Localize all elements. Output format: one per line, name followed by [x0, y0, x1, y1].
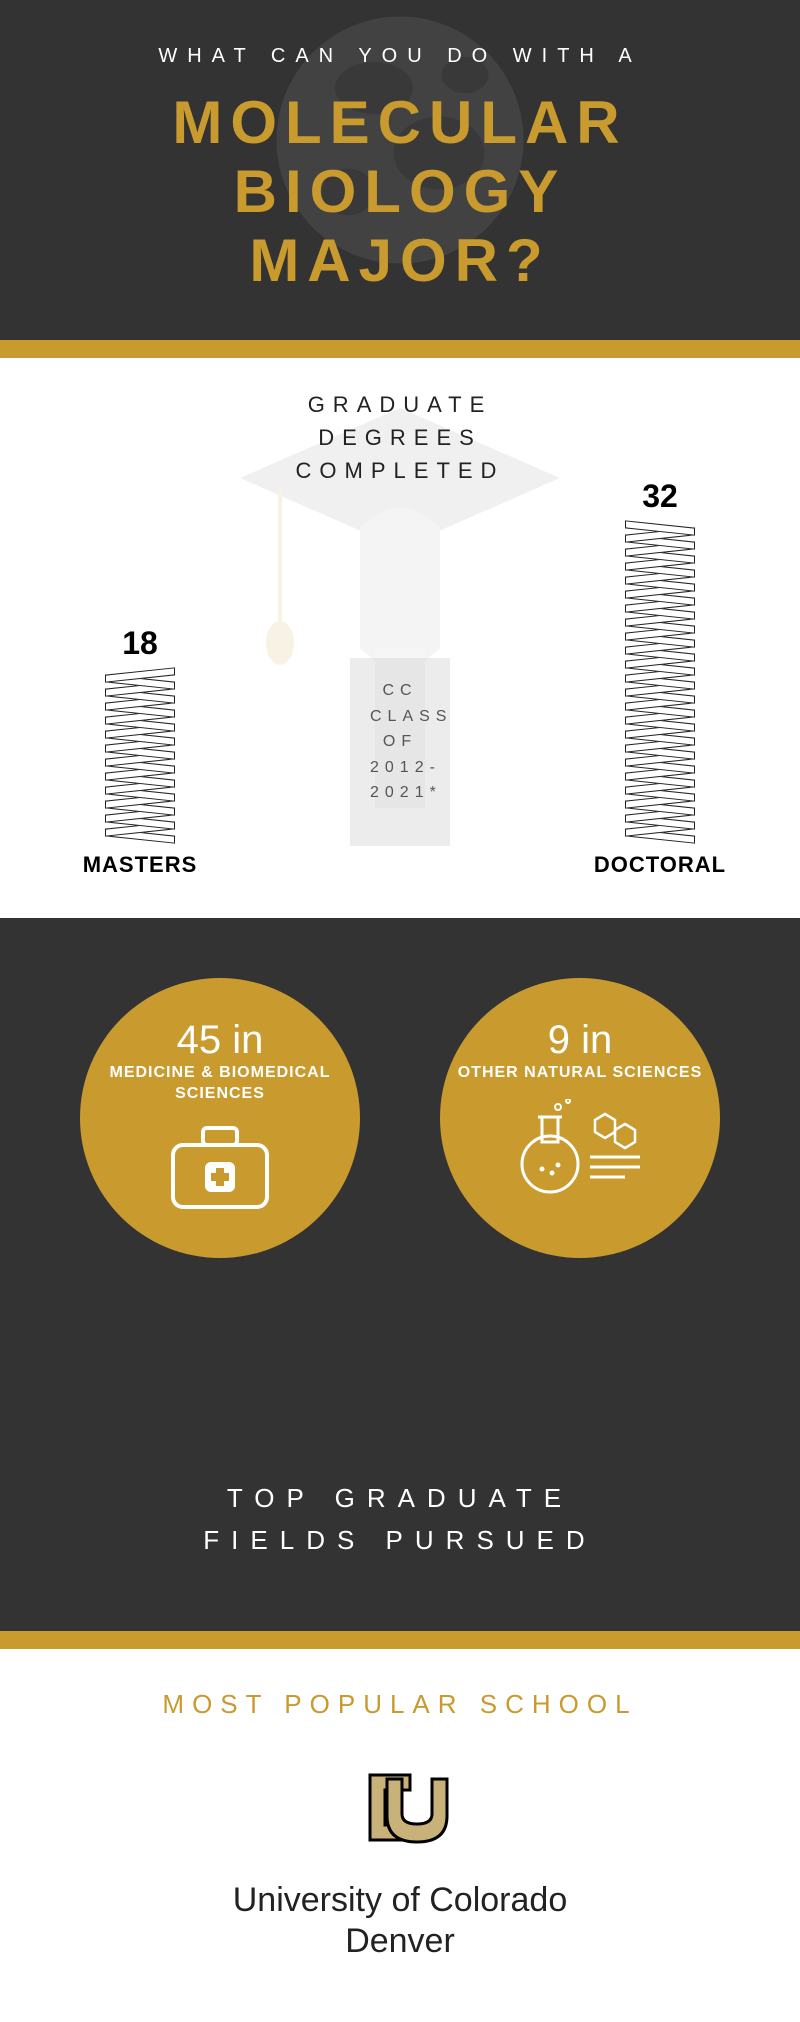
- fields-section: 45 in MEDICINE & BIOMEDICAL SCIENCES 9 i…: [0, 918, 800, 1631]
- circle-medicine-count: 45 in: [177, 1018, 264, 1063]
- circle-medicine: 45 in MEDICINE & BIOMEDICAL SCIENCES: [80, 978, 360, 1258]
- popular-school-title: MOST POPULAR SCHOOL: [20, 1689, 780, 1720]
- grad-degrees-title: GRADUATE DEGREES COMPLETED: [240, 388, 560, 487]
- popular-school-section: MOST POPULAR SCHOOL University of Colora…: [0, 1649, 800, 2022]
- masters-count: 18: [70, 625, 210, 662]
- medical-kit-icon: [165, 1120, 275, 1215]
- masters-label: MASTERS: [70, 852, 210, 878]
- fields-title: TOP GRADUATE FIELDS PURSUED: [40, 1478, 760, 1561]
- header-title: MOLECULAR BIOLOGY MAJOR?: [172, 88, 627, 295]
- circle-medicine-label: MEDICINE & BIOMEDICAL SCIENCES: [80, 1063, 360, 1105]
- masters-column: 18 MASTERS: [70, 625, 210, 878]
- title-line-1: MOLECULAR: [172, 88, 627, 157]
- doctoral-stack-icon: [590, 525, 730, 840]
- graduate-degrees-section: GRADUATE DEGREES COMPLETED CC CLASS OF 2…: [0, 358, 800, 918]
- doctoral-label: DOCTORAL: [590, 852, 730, 878]
- circle-sciences: 9 in OTHER NATURAL SCIENCES: [440, 978, 720, 1258]
- uni-line-1: University of Colorado: [20, 1880, 780, 1921]
- circle-sciences-label: OTHER NATURAL SCIENCES: [458, 1063, 703, 1084]
- science-flask-icon: [510, 1099, 650, 1199]
- uni-line-2: Denver: [20, 1921, 780, 1962]
- masters-stack-icon: [70, 672, 210, 840]
- doctoral-count: 32: [590, 478, 730, 515]
- grad-title-2: DEGREES: [240, 421, 560, 454]
- grad-title-1: GRADUATE: [240, 388, 560, 421]
- university-name: University of Colorado Denver: [20, 1880, 780, 1962]
- circle-sciences-count: 9 in: [548, 1018, 613, 1063]
- title-line-3: MAJOR?: [172, 226, 627, 295]
- divider-bar-2: [0, 1631, 800, 1649]
- doctoral-column: 32 DOCTORAL: [590, 478, 730, 878]
- fields-title-1: TOP GRADUATE: [40, 1478, 760, 1520]
- cu-logo-icon: [345, 1760, 455, 1860]
- header-section: WHAT CAN YOU DO WITH A MOLECULAR BIOLOGY…: [0, 0, 800, 340]
- fields-title-2: FIELDS PURSUED: [40, 1520, 760, 1562]
- class-label: CC CLASS OF 2012-2021*: [350, 658, 450, 846]
- title-line-2: BIOLOGY: [172, 157, 627, 226]
- circles-row: 45 in MEDICINE & BIOMEDICAL SCIENCES 9 i…: [40, 978, 760, 1258]
- divider-bar: [0, 340, 800, 358]
- grad-title-3: COMPLETED: [240, 454, 560, 487]
- header-subtitle: WHAT CAN YOU DO WITH A: [158, 45, 641, 68]
